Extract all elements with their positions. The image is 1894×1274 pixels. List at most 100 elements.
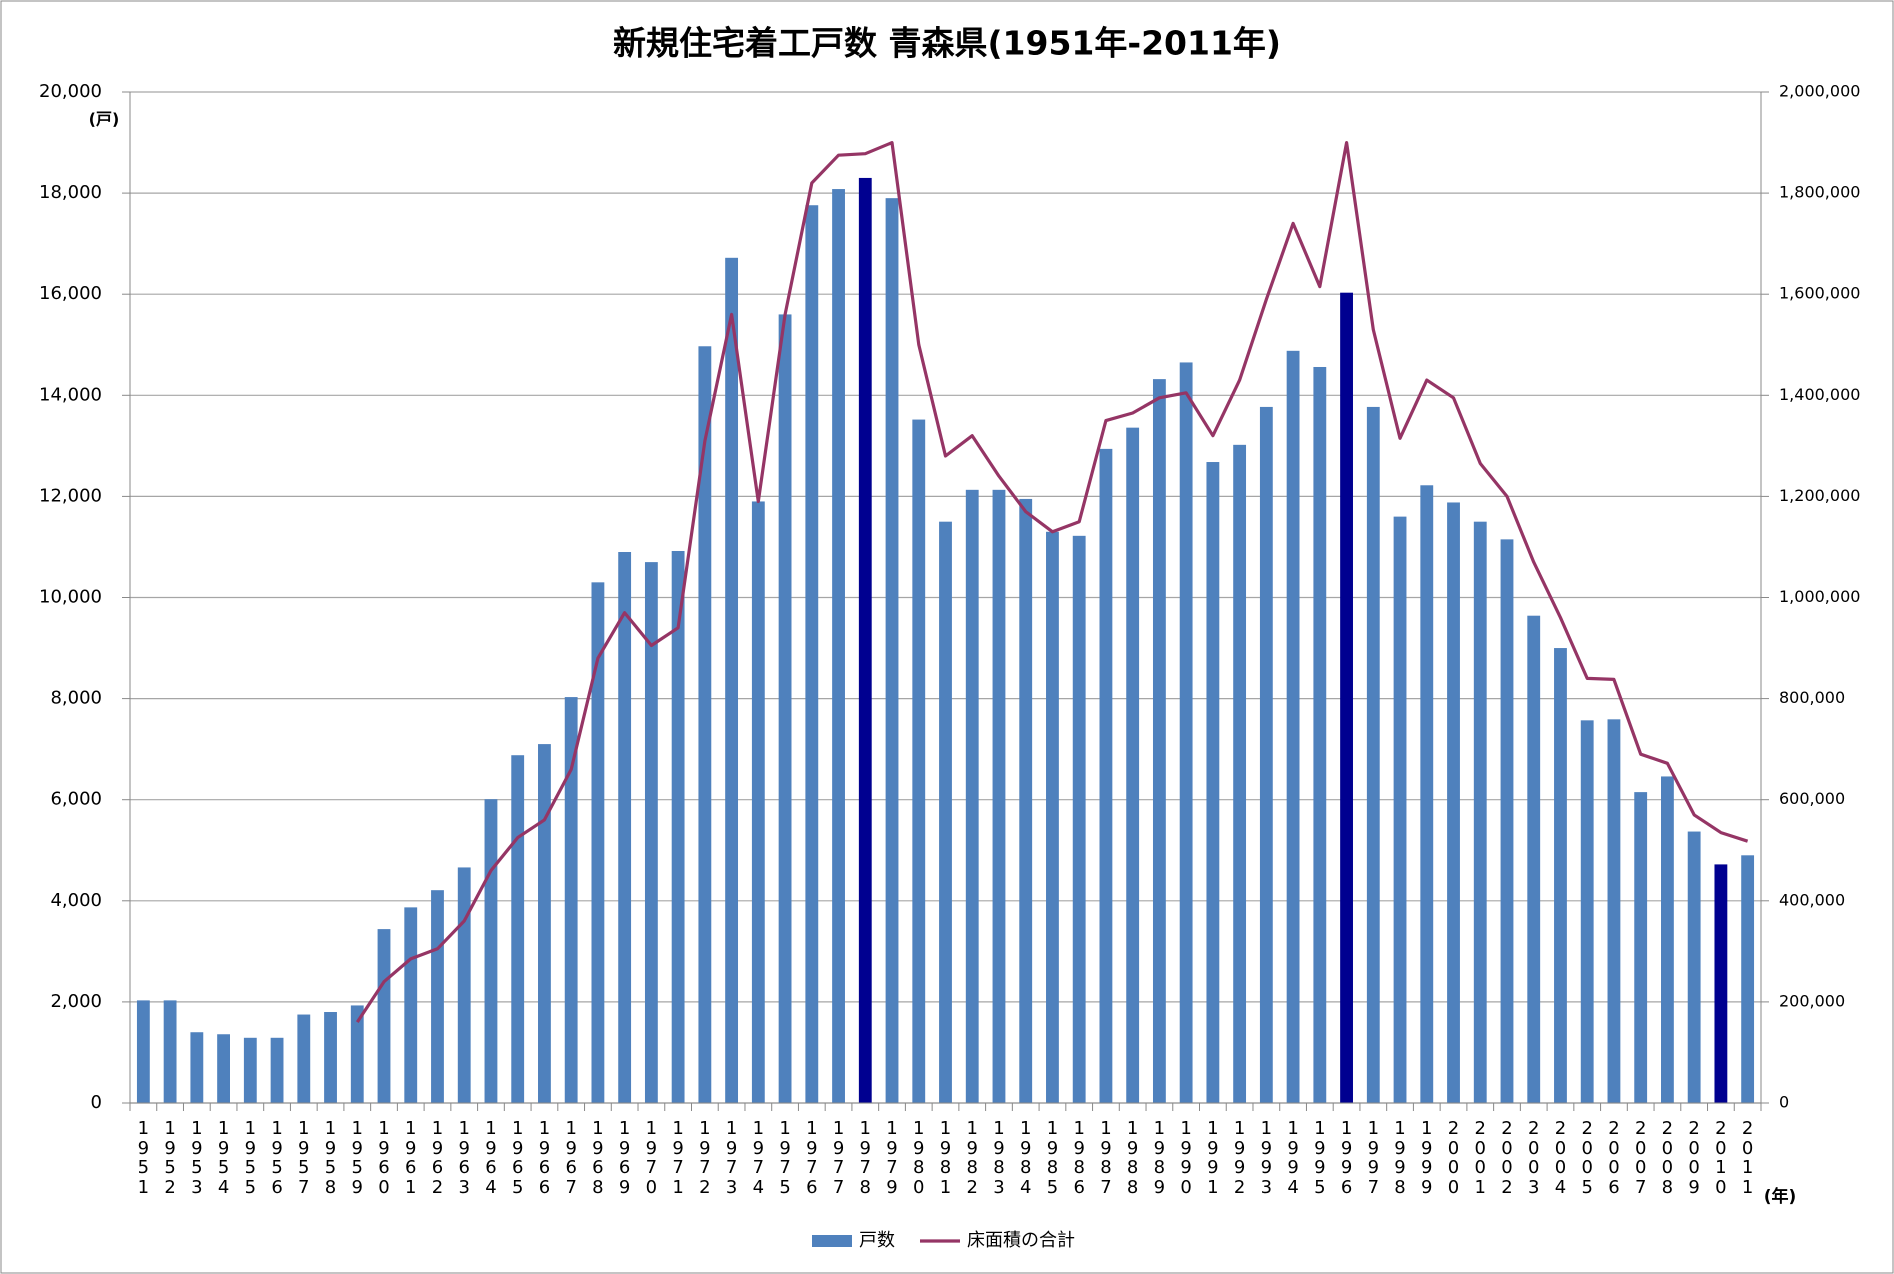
- x-tick-label: 1974: [752, 1118, 765, 1198]
- bar: [564, 697, 578, 1103]
- y-tick-label: 10,000: [39, 587, 102, 608]
- bar: [270, 1037, 284, 1103]
- bar: [1259, 406, 1273, 1103]
- x-tick-label: 1970: [645, 1118, 658, 1198]
- x-tick-label: 2011: [1741, 1118, 1754, 1198]
- bar: [1741, 855, 1755, 1103]
- bar: [644, 562, 658, 1103]
- bar: [297, 1014, 311, 1103]
- y2-tick-label: 2,000,000: [1779, 82, 1860, 101]
- bar: [404, 907, 418, 1103]
- x-tick-label: 1964: [485, 1118, 497, 1198]
- bar: [1126, 427, 1140, 1104]
- bar: [431, 890, 444, 1103]
- bar: [1179, 362, 1193, 1103]
- bar: [217, 1034, 230, 1103]
- x-tick-label: 1953: [191, 1118, 203, 1198]
- x-tick-label: 2005: [1581, 1118, 1593, 1198]
- line: [355, 141, 1749, 1023]
- bar: [1580, 720, 1594, 1103]
- bar: [591, 582, 605, 1103]
- y-tick-label: 0: [91, 1092, 102, 1113]
- y2-tick-label: 0: [1779, 1093, 1789, 1112]
- bar: [377, 929, 391, 1103]
- x-tick-label: 1991: [1207, 1118, 1219, 1198]
- x-tick-label: 1957: [298, 1118, 310, 1198]
- bar: [939, 521, 952, 1103]
- bar: [1206, 462, 1220, 1103]
- y2-tick-label: 600,000: [1779, 789, 1845, 808]
- x-tick-label: 1996: [1340, 1118, 1353, 1198]
- x-tick-label: 2009: [1688, 1118, 1700, 1198]
- bar: [698, 346, 712, 1104]
- x-tick-label: 1971: [672, 1118, 684, 1198]
- x-tick-label: 2004: [1554, 1118, 1567, 1198]
- x-tick-label: 1997: [1367, 1118, 1380, 1198]
- bar: [778, 314, 792, 1103]
- bar: [1366, 406, 1380, 1103]
- bar: [324, 1012, 337, 1103]
- x-tick-label: 1975: [779, 1118, 791, 1198]
- bar: [136, 1000, 150, 1103]
- bar: [1233, 444, 1247, 1103]
- y2-tick-label: 1,400,000: [1779, 385, 1860, 404]
- x-tick-label: 1954: [217, 1118, 230, 1198]
- x-tick-label: 1966: [538, 1118, 551, 1198]
- bar: [805, 205, 819, 1103]
- y-tick-label: 6,000: [50, 789, 102, 810]
- bar: [1661, 776, 1674, 1103]
- bar: [1019, 498, 1033, 1103]
- bar: [751, 501, 765, 1104]
- x-tick-label: 1960: [378, 1118, 390, 1198]
- bar: [858, 177, 872, 1103]
- bar: [511, 755, 525, 1103]
- x-tick-label: 1959: [351, 1118, 363, 1198]
- x-tick-label: 1969: [618, 1118, 631, 1198]
- x-tick-label: 1994: [1287, 1118, 1299, 1198]
- x-tick-label: 1983: [993, 1118, 1005, 1198]
- x-tick-label: 1989: [1153, 1118, 1166, 1198]
- x-tick-label: 1987: [1100, 1118, 1112, 1198]
- x-tick-label: 2000: [1447, 1118, 1460, 1198]
- bar: [912, 419, 926, 1104]
- x-tick-label: 1999: [1421, 1118, 1433, 1198]
- y2-tick-label: 1,200,000: [1779, 486, 1860, 505]
- x-tick-label: 1981: [939, 1118, 952, 1198]
- bar: [832, 189, 845, 1103]
- x-tick-label: 1965: [511, 1118, 524, 1198]
- bar: [1420, 485, 1434, 1103]
- y2-tick-label: 1,600,000: [1779, 284, 1860, 303]
- bar: [1340, 292, 1353, 1104]
- bar: [1634, 792, 1648, 1103]
- x-tick-label: 1993: [1260, 1118, 1273, 1198]
- bar: [1554, 648, 1567, 1103]
- y-unit: (戸): [89, 110, 120, 129]
- y2-tick-label: 200,000: [1779, 991, 1845, 1010]
- bar: [1473, 521, 1487, 1103]
- x-tick-label: 1998: [1394, 1118, 1406, 1198]
- x-tick-label: 1961: [405, 1118, 417, 1198]
- bar: [1393, 516, 1407, 1103]
- bar: [1099, 448, 1113, 1103]
- x-tick-label: 2002: [1501, 1118, 1513, 1198]
- bar: [190, 1032, 204, 1103]
- bar: [1447, 502, 1460, 1103]
- bar: [1286, 350, 1300, 1103]
- x-tick-label: 1988: [1126, 1118, 1139, 1198]
- bar: [457, 867, 471, 1103]
- bar: [1687, 831, 1701, 1103]
- x-tick-label: 1952: [164, 1118, 176, 1198]
- x-tick-label: 1979: [886, 1118, 898, 1198]
- x-unit: (年): [1764, 1186, 1797, 1207]
- x-tick-label: 1986: [1073, 1118, 1085, 1198]
- y-tick-label: 12,000: [39, 485, 102, 506]
- x-tick-label: 1992: [1233, 1118, 1246, 1198]
- bar: [1714, 864, 1728, 1103]
- bar: [1500, 539, 1514, 1103]
- y-tick-label: 8,000: [50, 688, 102, 709]
- bar: [350, 1005, 364, 1103]
- bar: [885, 198, 899, 1103]
